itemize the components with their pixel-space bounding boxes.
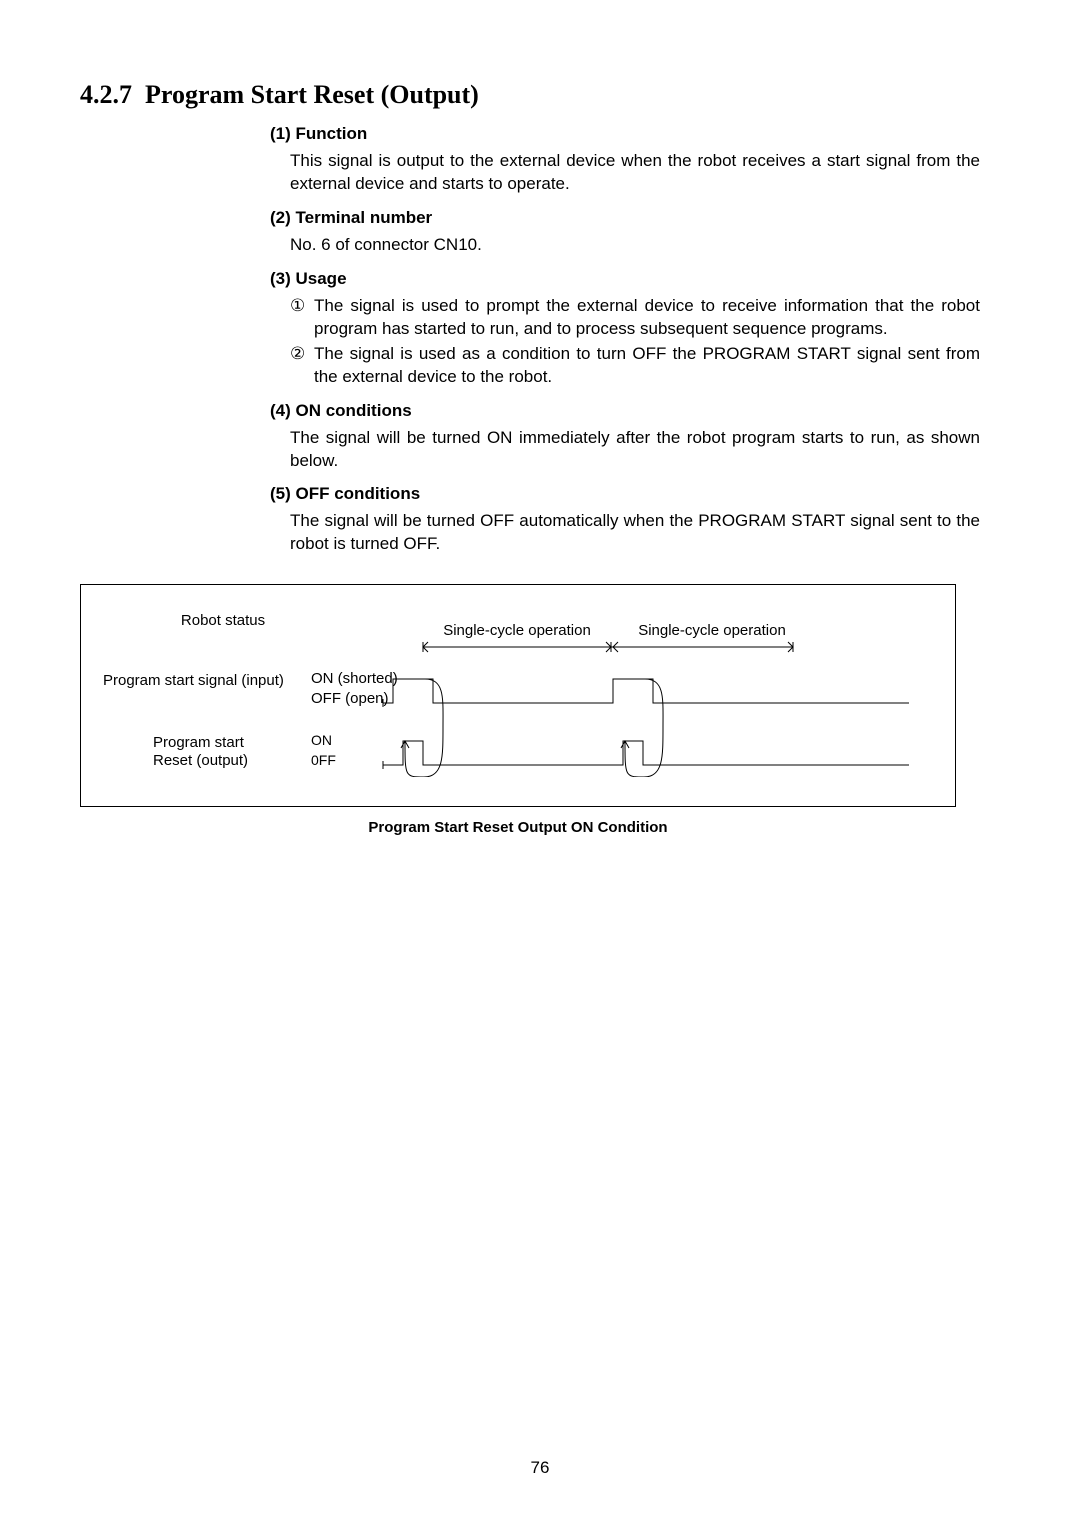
svg-text:Reset (output): Reset (output) — [153, 752, 248, 769]
svg-text:ON (shorted): ON (shorted) — [311, 670, 398, 687]
timing-diagram-box: Robot status Single-cycle operation Single… — [80, 584, 956, 807]
svg-text:Program start signal (input): Program start signal (input) — [103, 672, 284, 689]
sub-heading-4: (4) ON conditions — [270, 401, 980, 421]
sub-heading-3: (3) Usage — [270, 269, 980, 289]
svg-text:Single-cycle operation: Single-cycle operation — [638, 622, 786, 639]
content-block: (1) Function This signal is output to th… — [270, 124, 980, 556]
sub-heading-2: (2) Terminal number — [270, 208, 980, 228]
svg-text:Robot status: Robot status — [181, 612, 265, 629]
svg-text:ON: ON — [311, 732, 332, 748]
timing-diagram-svg: Robot status Single-cycle operation Single… — [93, 607, 919, 777]
paragraph-5-0: The signal will be turned OFF automatica… — [290, 510, 980, 556]
svg-text:Program start: Program start — [153, 734, 245, 751]
svg-text:0FF: 0FF — [311, 752, 336, 768]
list-text-2: The signal is used as a condition to tur… — [314, 343, 980, 389]
list-marker-2: ② — [290, 343, 314, 389]
sub-heading-1: (1) Function — [270, 124, 980, 144]
section-title-text: Program Start Reset (Output) — [145, 80, 479, 109]
sub-heading-5: (5) OFF conditions — [270, 484, 980, 504]
list-marker-1: ① — [290, 295, 314, 341]
paragraph-4-0: The signal will be turned ON immediately… — [290, 427, 980, 473]
svg-text:OFF (open): OFF (open) — [311, 690, 389, 707]
list-text-1: The signal is used to prompt the externa… — [314, 295, 980, 341]
paragraph-1-0: This signal is output to the external de… — [290, 150, 980, 196]
diagram-caption: Program Start Reset Output ON Condition — [80, 819, 956, 836]
paragraph-2-0: No. 6 of connector CN10. — [290, 234, 980, 257]
section-number: 4.2.7 — [80, 80, 132, 109]
page-number: 76 — [0, 1458, 1080, 1478]
svg-text:Single-cycle operation: Single-cycle operation — [443, 622, 591, 639]
list-item-1: ① The signal is used to prompt the exter… — [290, 295, 980, 341]
section-title: 4.2.7 Program Start Reset (Output) — [80, 80, 1000, 110]
list-item-2: ② The signal is used as a condition to t… — [290, 343, 980, 389]
